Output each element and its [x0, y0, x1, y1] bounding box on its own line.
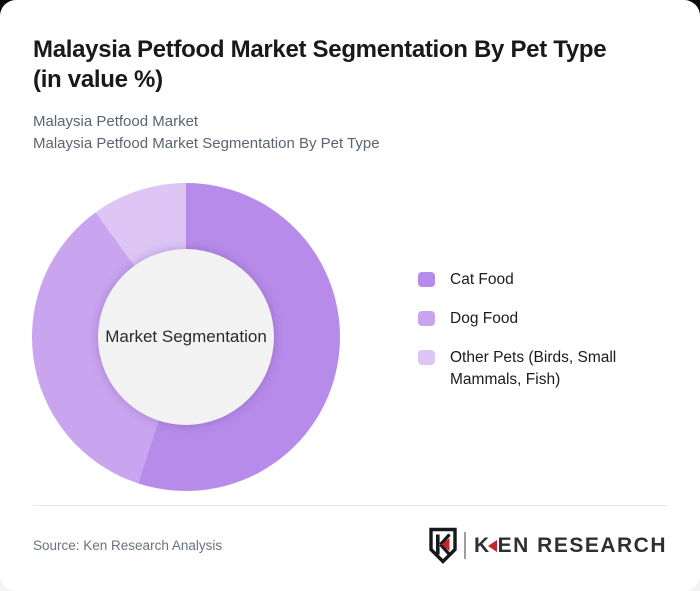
logo-separator: [463, 532, 466, 559]
legend-item-cat-food: Cat Food: [418, 269, 672, 291]
footer-divider: [33, 505, 667, 506]
logo-wordmark-k: K: [473, 533, 491, 557]
logo-wordmark: K EN RESEARCH: [474, 534, 667, 558]
legend-label: Cat Food: [450, 271, 514, 288]
legend-label: Other Pets (Birds, Small Mammals, Fish): [450, 349, 617, 388]
legend-swatch: [418, 272, 435, 287]
page-title-line-1: Malaysia Petfood Market Segmentation By …: [33, 36, 607, 63]
legend-item-dog-food: Dog Food: [418, 308, 672, 330]
ken-research-logo: K EN RESEARCH: [428, 527, 667, 564]
page-title-line-2: (in value %): [33, 66, 163, 93]
page-title: Malaysia Petfood Market Segmentation By …: [33, 35, 677, 95]
chart-legend: Cat Food Dog Food Other Pets (Birds, Sma…: [418, 269, 672, 408]
logo-wordmark-rest: EN RESEARCH: [497, 533, 667, 557]
red-triangle-icon: [487, 539, 497, 552]
subtitle-line-2: Malaysia Petfood Market Segmentation By …: [33, 135, 380, 152]
donut-center-label: Market Segmentation: [105, 327, 267, 346]
source-text: Source: Ken Research Analysis: [33, 538, 223, 553]
donut-chart: Market Segmentation: [32, 183, 340, 491]
legend-swatch: [418, 311, 435, 326]
ken-research-shield-icon: [429, 527, 457, 564]
chart-subtitle: Malaysia Petfood Market Malaysia Petfood…: [33, 111, 380, 155]
legend-swatch: [418, 350, 435, 365]
legend-item-other-pets: Other Pets (Birds, Small Mammals, Fish): [418, 347, 672, 391]
subtitle-line-1: Malaysia Petfood Market: [33, 113, 199, 130]
legend-label: Dog Food: [450, 310, 519, 327]
donut-hole: Market Segmentation: [98, 249, 274, 425]
